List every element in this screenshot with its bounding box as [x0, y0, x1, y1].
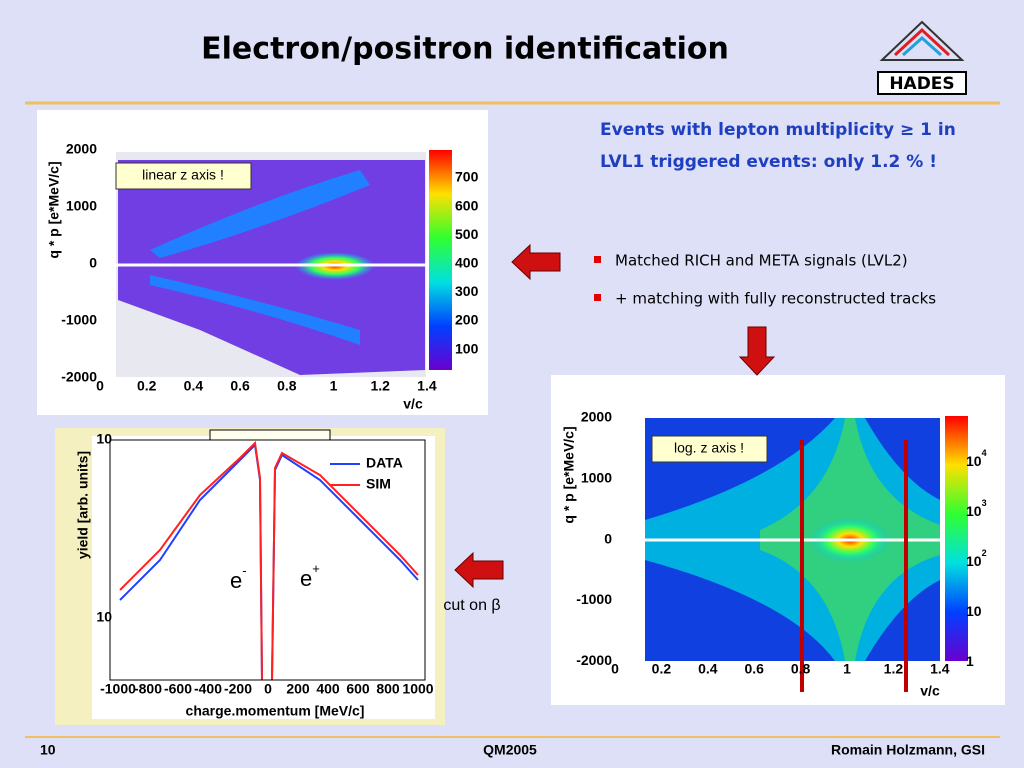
tick-label: -600	[164, 681, 192, 697]
bullet	[594, 256, 601, 263]
x-title: v/c	[403, 396, 423, 412]
tick-label: 1.2	[884, 661, 904, 677]
plot-note: linear z axis !	[142, 167, 224, 183]
tick-label: 1	[330, 378, 338, 394]
y-title: yield [arb. units]	[75, 451, 91, 559]
tick-label: 0	[89, 255, 97, 271]
tick-label: 200	[286, 681, 310, 697]
author: Romain Holzmann, GSI	[831, 742, 985, 758]
tick-label: 0.2	[652, 661, 672, 677]
yield-curves	[109, 439, 426, 681]
tick-label: 102	[966, 548, 987, 568]
tick-label: 500	[455, 226, 479, 242]
tick-label: -1000	[61, 312, 97, 328]
tick-label: -800	[134, 681, 162, 697]
plot-area	[92, 436, 435, 719]
tick-label: 10	[96, 609, 112, 625]
base: 10	[966, 453, 982, 469]
tick-label: 600	[455, 197, 479, 213]
tick-label: 1000	[402, 681, 433, 697]
tick-label: 2000	[66, 141, 97, 157]
tick-label: 1.4	[417, 378, 437, 394]
summary-line: LVL1 triggered events: only 1.2 % !	[600, 152, 937, 172]
base: 10	[966, 603, 982, 619]
tick-label: 1000	[581, 470, 612, 486]
tick-label: 0	[611, 661, 619, 677]
positron-label: e+	[300, 561, 320, 590]
base: 1	[966, 653, 974, 669]
tick-label: 10	[966, 603, 982, 619]
tick-label: 400	[455, 255, 479, 271]
x-title: v/c	[920, 683, 940, 699]
bullet-text: + matching with fully reconstructed trac…	[615, 290, 936, 308]
event: QM2005	[483, 742, 537, 758]
note-box	[651, 435, 768, 463]
tick-label: 800	[376, 681, 400, 697]
tick-label: 2000	[581, 409, 612, 425]
tick-label: 0.2	[137, 378, 157, 394]
x-title: charge.momentum [MeV/c]	[186, 703, 365, 719]
tick-label: 0.8	[277, 378, 297, 394]
sup: -	[242, 563, 246, 578]
logo-text: HADES	[889, 74, 954, 94]
bullet	[594, 294, 601, 301]
plot-note: log. z axis !	[674, 440, 744, 456]
slide-title: Electron/positron identification	[201, 32, 729, 67]
tick-label: -200	[224, 681, 252, 697]
logo: HADES	[877, 20, 967, 95]
tick-label: 100	[455, 340, 479, 356]
sup: 4	[982, 448, 987, 458]
tick-label: 103	[966, 498, 987, 518]
tick-label: 1000	[66, 198, 97, 214]
bullet-text: Matched RICH and META signals (LVL2)	[615, 252, 908, 270]
tick-label: -2000	[61, 369, 97, 385]
e: e	[300, 566, 312, 591]
tick-label: 0	[96, 378, 104, 394]
tick-label: 1.2	[370, 378, 390, 394]
e: e	[230, 568, 242, 593]
tick-label: 104	[966, 448, 987, 468]
stat-box	[209, 429, 331, 441]
sup: +	[312, 561, 320, 576]
cut-label: cut on β	[443, 597, 500, 614]
tick-label: 0.4	[698, 661, 718, 677]
legend-label: SIM	[366, 476, 391, 492]
tick-label: 0.6	[744, 661, 764, 677]
tick-label: 10	[96, 431, 112, 447]
heatmap	[116, 150, 452, 377]
sup: 2	[982, 548, 987, 558]
tick-label: 600	[346, 681, 370, 697]
note-box	[115, 162, 252, 190]
page-number: 10	[40, 742, 56, 758]
arrows	[454, 243, 776, 589]
tick-label: 0.4	[184, 378, 204, 394]
y-title: q * p [e*MeV/c]	[561, 426, 577, 523]
tick-label: 0.6	[230, 378, 250, 394]
tick-label: 1	[966, 653, 974, 669]
tick-label: -1000	[100, 681, 136, 697]
tick-label: -400	[194, 681, 222, 697]
electron-label: e-	[230, 563, 247, 592]
tick-label: 1.4	[930, 661, 950, 677]
tick-label: 400	[316, 681, 340, 697]
tick-label: 200	[455, 312, 479, 328]
tick-label: 1	[843, 661, 851, 677]
summary-line: Events with lepton multiplicity ≥ 1 in	[600, 120, 956, 140]
base: 10	[966, 553, 982, 569]
y-title: q * p [e*MeV/c]	[46, 161, 62, 258]
tick-label: 300	[455, 283, 479, 299]
legend-label: DATA	[366, 455, 403, 471]
tick-label: 0	[604, 530, 612, 546]
tick-label: -2000	[576, 652, 612, 668]
tick-label: -1000	[576, 591, 612, 607]
base: 10	[966, 503, 982, 519]
tick-label: 0.8	[791, 661, 811, 677]
tick-label: 700	[455, 169, 479, 185]
sup: 3	[982, 498, 987, 508]
tick-label: 0	[264, 681, 272, 697]
